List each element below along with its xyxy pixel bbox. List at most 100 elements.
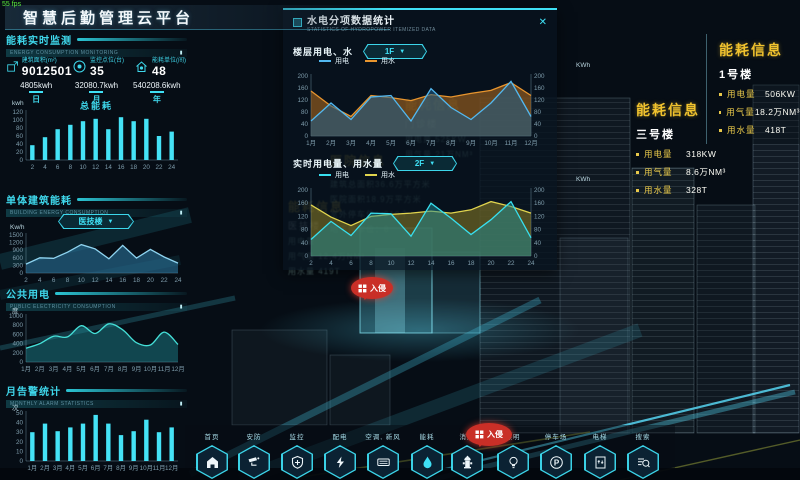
monitor-stats: 建筑面积(m²) 9012501 监控点位(台) 35 能耗单位(间) 48 [6, 53, 187, 79]
svg-text:160: 160 [297, 200, 308, 207]
bar-marker: ▮ [179, 50, 183, 56]
svg-text:8: 8 [369, 260, 373, 267]
svg-text:8: 8 [69, 164, 73, 171]
nav-label: 停车场 [544, 434, 568, 441]
svg-text:2: 2 [309, 260, 313, 267]
svg-text:40: 40 [301, 121, 309, 128]
svg-text:9月: 9月 [132, 365, 142, 373]
svg-text:11月: 11月 [505, 139, 518, 147]
svg-text:5月: 5月 [76, 365, 86, 373]
svg-text:2: 2 [31, 164, 35, 171]
dropdown-value: 2F [414, 159, 425, 168]
row-value: 18.2万NM³ [754, 107, 800, 117]
monthly-alarm-chart: 0 10 20 30 40 50 1月 2月 3月 4月 5月 6月 7月 8月 9月 10月 11月 12月 [4, 409, 186, 478]
chevron-down-icon: ▼ [399, 48, 406, 55]
stat-value: 48 [152, 63, 167, 78]
svg-text:12月: 12月 [165, 464, 178, 472]
svg-text:12: 12 [407, 260, 415, 267]
svg-text:100: 100 [12, 117, 23, 124]
legend-electricity-dash [319, 60, 331, 62]
nav-item-elevator[interactable]: 电梯 [578, 431, 622, 479]
legend-water-dash [365, 60, 377, 62]
page-title: 智慧后勤管理云平台 [23, 9, 195, 27]
svg-text:4: 4 [329, 260, 333, 267]
nav-item-hvac[interactable]: 空调, 新风 [361, 431, 405, 479]
stat-energy-units: 能耗单位(间) 48 [134, 53, 186, 79]
nav-item-power[interactable]: 配电 [318, 431, 362, 479]
legend-label: 用水 [381, 172, 395, 179]
nav-label: 空调, 新风 [365, 434, 401, 441]
intrusion-alert-marker[interactable]: 入侵 [351, 277, 393, 299]
nav-item-search[interactable]: 搜索 [621, 431, 665, 479]
svg-text:0: 0 [19, 157, 23, 164]
svg-text:0: 0 [304, 133, 308, 140]
svg-text:4: 4 [38, 277, 42, 284]
svg-text:10月: 10月 [484, 139, 497, 147]
floor-select-dropdown-2[interactable]: 2F ▼ [393, 156, 458, 171]
svg-text:2月: 2月 [326, 139, 336, 147]
svg-text:1月: 1月 [27, 464, 37, 472]
total-energy-chart-title: 总能耗 [79, 101, 113, 111]
svg-text:24: 24 [174, 277, 182, 284]
stat-label: 监控点位(台) [90, 57, 124, 64]
floor-select-dropdown-1[interactable]: 1F ▼ [363, 44, 428, 59]
lightbulb-icon [508, 456, 518, 468]
bar-marker: ▮ [179, 210, 183, 216]
legend-label: 用电 [335, 58, 349, 65]
svg-text:40: 40 [16, 420, 24, 427]
lightning-icon [336, 456, 344, 468]
hydropower-statistics-modal: 水电分项数据统计 STATISTICS OF HYDROPOWER ITEMIZ… [283, 8, 590, 270]
total-energy-chart: 0 20 40 60 80 100 120 2 4 6 8 10 12 14 16 18 20 22 24 [4, 108, 186, 177]
floor-usage-legend: 用电 用水 [319, 56, 395, 66]
svg-text:22: 22 [507, 260, 515, 267]
fps-counter: 55 fps [2, 1, 22, 8]
total-value: 32080.7kwh [74, 81, 119, 90]
bar-marker: ▮ [179, 304, 183, 310]
left-axis-unit: KWh [576, 62, 591, 69]
y-axis-unit: 次 [12, 405, 19, 412]
nav-item-monitoring[interactable]: 监控 [275, 431, 319, 479]
marker-label: 入侵 [370, 283, 386, 293]
total-value: 540208.6kwh [133, 81, 181, 90]
energy-totals: 4805kwh 日 32080.7kwh 月 540208.6kwh 年 [6, 81, 187, 105]
elevator-icon [595, 456, 605, 468]
nav-item-home[interactable]: 首页 [190, 431, 234, 479]
svg-text:10: 10 [79, 164, 87, 171]
close-icon[interactable]: ✕ [538, 17, 547, 28]
underline [89, 91, 104, 93]
realtime-usage-legend: 用电 用水 [319, 170, 395, 180]
svg-text:6月: 6月 [406, 139, 416, 147]
dropdown-value: 1F [384, 47, 395, 56]
svg-text:1500: 1500 [9, 232, 24, 239]
nav-item-lighting[interactable]: 照明 [491, 431, 535, 479]
svg-text:20: 20 [147, 277, 155, 284]
svg-text:18: 18 [467, 260, 475, 267]
svg-text:14: 14 [105, 164, 113, 171]
info-row: 用气量 8.6万NM³ [636, 166, 778, 178]
row-value: 328T [686, 185, 708, 195]
nav-item-energy[interactable]: 能耗 [405, 431, 449, 479]
stat-label: 能耗单位(间) [152, 57, 186, 64]
total-day: 4805kwh 日 [6, 81, 66, 105]
nav-item-security[interactable]: 安防 [232, 431, 276, 479]
row-label: 用气量 [726, 107, 755, 117]
svg-text:80: 80 [534, 227, 542, 234]
svg-text:800: 800 [12, 322, 23, 329]
svg-text:120: 120 [534, 97, 545, 104]
svg-text:0: 0 [534, 133, 538, 140]
realtime-usage-label: 实时用电量、用水量 [293, 159, 384, 169]
nav-item-parking[interactable]: 停车场 P [534, 431, 578, 479]
svg-text:120: 120 [297, 213, 308, 220]
building-select-dropdown[interactable]: 医技楼 ▼ [58, 214, 134, 229]
intrusion-alert-marker-2[interactable]: 入侵 [466, 423, 512, 446]
svg-text:200: 200 [534, 187, 545, 194]
svg-text:6: 6 [349, 260, 353, 267]
shield-icon [291, 455, 303, 469]
svg-text:10: 10 [78, 277, 86, 284]
floor-usage-chart: 0 0 40 40 80 80 120 120 160 160 200 200 1月 2月 3月 4月 5月 6月… [289, 72, 551, 153]
svg-text:200: 200 [297, 73, 308, 80]
svg-text:12: 12 [92, 164, 100, 171]
svg-text:0: 0 [19, 270, 23, 277]
svg-text:400: 400 [12, 341, 23, 348]
marker-label: 入侵 [487, 430, 503, 439]
